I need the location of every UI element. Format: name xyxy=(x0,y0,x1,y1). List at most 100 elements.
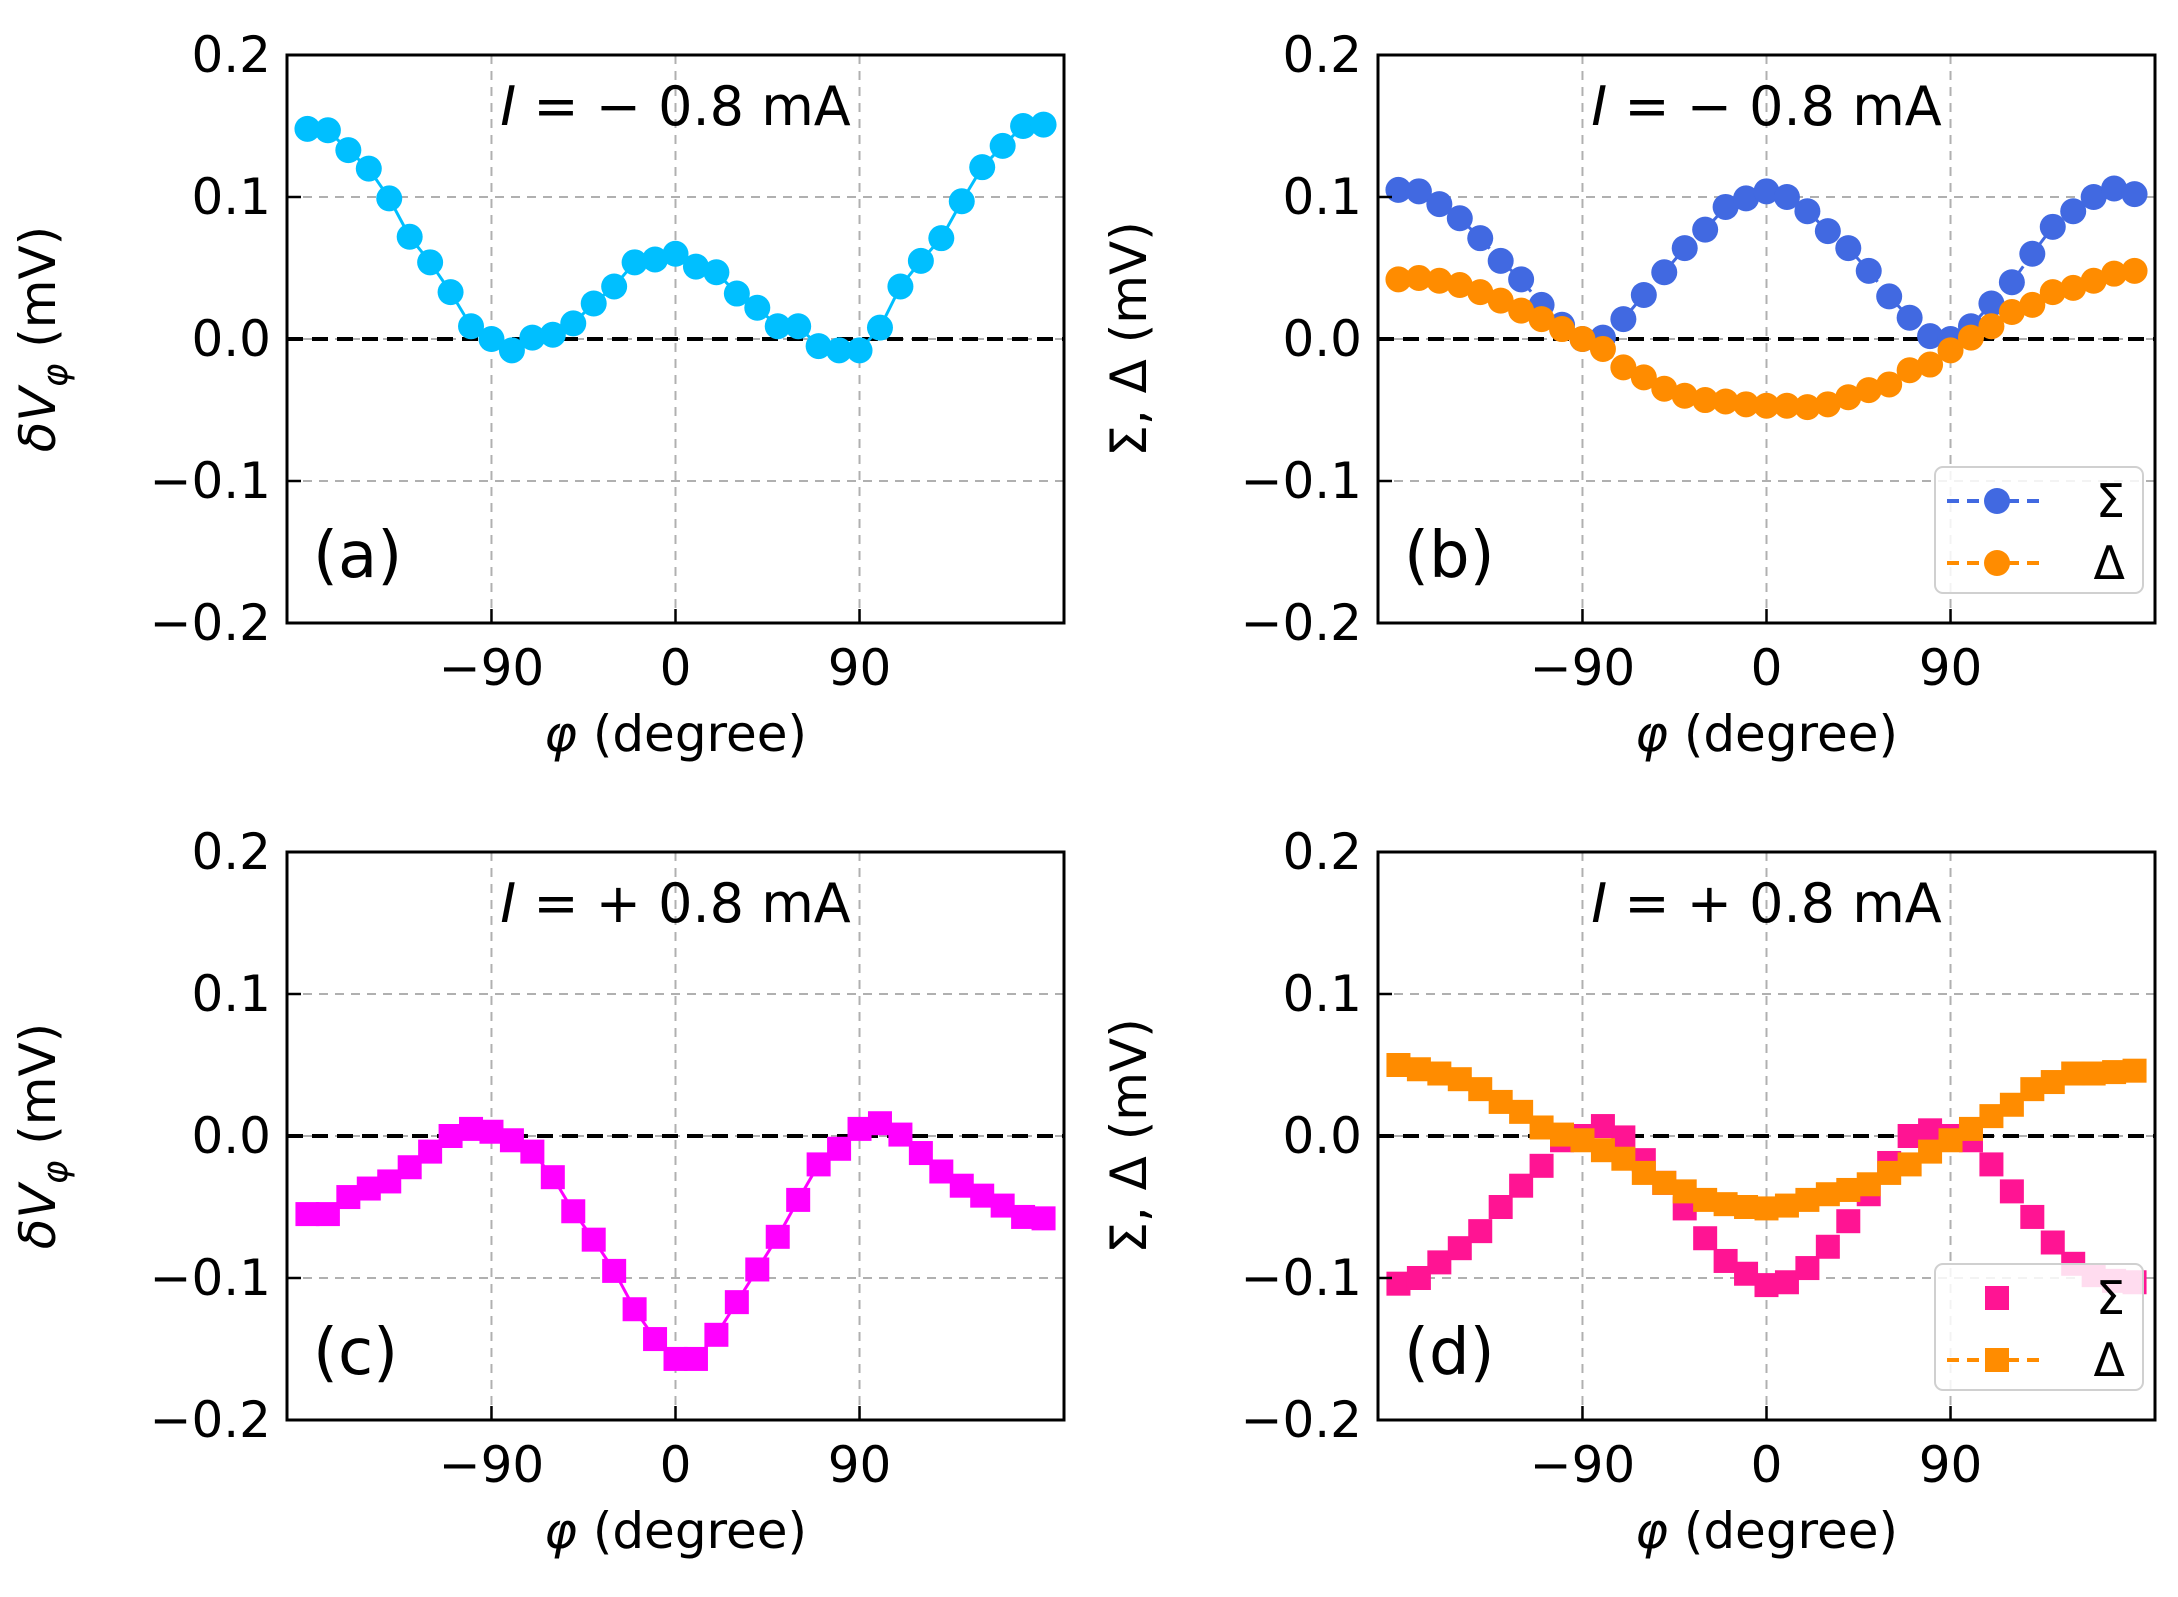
data-point xyxy=(1753,178,1780,205)
data-point xyxy=(1713,1248,1738,1273)
data-point xyxy=(1385,266,1412,293)
data-point xyxy=(1877,1160,1902,1185)
data-point xyxy=(1529,1115,1554,1140)
data-point xyxy=(1611,1125,1636,1150)
data-point xyxy=(1529,1153,1554,1178)
data-point xyxy=(540,1165,565,1190)
data-point xyxy=(1406,1057,1431,1082)
data-point xyxy=(970,1183,995,1208)
x-tick-label: 90 xyxy=(828,639,892,697)
data-point xyxy=(867,1111,892,1136)
panel-b: −90 0 90 −0.2 −0.1 0.0 0.1 0.2 φ (degree) Σ, Δ (m… xyxy=(1100,26,2157,763)
data-point xyxy=(622,1297,647,1322)
data-point xyxy=(1815,1182,1840,1207)
data-point xyxy=(1589,335,1616,362)
data-point xyxy=(2102,1060,2127,1085)
data-point xyxy=(2080,184,2107,210)
data-point xyxy=(1734,1195,1759,1219)
data-point xyxy=(2122,1058,2147,1083)
data-point xyxy=(621,249,648,276)
data-point xyxy=(601,273,628,300)
x-axis-label: φ (degree) xyxy=(544,1502,807,1560)
data-point xyxy=(1896,304,1923,331)
data-point xyxy=(1386,1271,1411,1296)
data-point xyxy=(1979,1152,2004,1177)
data-point xyxy=(1508,297,1535,324)
data-point xyxy=(2020,1204,2045,1229)
data-point xyxy=(580,290,607,317)
data-point xyxy=(949,1173,974,1198)
x-tick-label: 90 xyxy=(1919,639,1983,697)
y-tick-label: −0.2 xyxy=(1241,1391,1362,1449)
y-tick-label: 0.0 xyxy=(1282,1107,1362,1165)
data-point xyxy=(1835,384,1862,411)
y-tick-label: 0.0 xyxy=(1282,310,1362,368)
data-point xyxy=(1754,1196,1779,1221)
x-axis-label: φ (degree) xyxy=(1635,1502,1898,1560)
data-point xyxy=(437,279,464,306)
data-point xyxy=(805,333,832,360)
data-point xyxy=(1917,323,1944,350)
data-point xyxy=(1426,267,1453,294)
data-point xyxy=(806,1152,831,1177)
axes-frame xyxy=(285,53,1066,625)
data-point xyxy=(478,326,505,352)
data-point xyxy=(764,313,791,340)
data-point xyxy=(1978,290,2005,317)
data-point xyxy=(1427,1250,1452,1275)
data-point xyxy=(1652,1170,1677,1195)
data-point xyxy=(1549,316,1576,343)
y-axis-label: Σ, Δ (mV) xyxy=(1100,1018,1158,1253)
x-tick-label: −90 xyxy=(439,1436,545,1494)
data-point xyxy=(1487,247,1514,274)
data-point xyxy=(376,185,403,212)
data-point xyxy=(765,1224,790,1249)
data-point xyxy=(295,1202,320,1227)
y-axis-label: δVφ (mV) xyxy=(9,226,76,452)
x-axis-label: φ (degree) xyxy=(544,705,807,763)
data-point xyxy=(643,1327,668,1352)
data-point xyxy=(2060,198,2087,225)
data-point xyxy=(1795,1256,1820,1281)
data-point xyxy=(1509,1099,1534,1124)
data-point xyxy=(2101,260,2128,287)
x-tick-label: −90 xyxy=(1530,1436,1636,1494)
data-point xyxy=(1712,193,1739,220)
data-point xyxy=(1031,1206,1056,1231)
data-point xyxy=(1570,1128,1595,1153)
data-point xyxy=(1712,388,1739,415)
data-point xyxy=(1468,1219,1493,1244)
data-point xyxy=(1733,391,1760,418)
panel-d: −90 0 90 −0.2 −0.1 0.0 0.1 0.2 φ (degree) Σ, Δ (m… xyxy=(1100,823,2157,1560)
data-point xyxy=(356,1176,381,1201)
data-point xyxy=(1774,1193,1799,1218)
data-point xyxy=(2121,257,2148,284)
data-point xyxy=(459,1116,484,1141)
data-point xyxy=(2040,1070,2065,1095)
data-point xyxy=(1467,279,1494,306)
data-point xyxy=(1630,364,1657,391)
data-point xyxy=(1713,1192,1738,1217)
data-point xyxy=(1998,299,2025,326)
data-point xyxy=(1957,324,1984,351)
data-point xyxy=(1426,191,1453,218)
data-point xyxy=(642,246,669,273)
data-point xyxy=(1010,113,1037,139)
data-point xyxy=(948,188,975,215)
data-point xyxy=(1999,1179,2024,1204)
data-point xyxy=(1467,225,1494,252)
data-point xyxy=(397,1155,422,1180)
legend-label: Δ xyxy=(2094,536,2126,590)
data-point xyxy=(418,1139,443,1164)
data-point xyxy=(908,1141,933,1166)
data-point xyxy=(355,155,382,182)
data-point xyxy=(1488,1195,1513,1219)
current-annotation: I = + 0.8 mA xyxy=(500,872,851,935)
data-point xyxy=(1999,1092,2024,1117)
legend: ΣΔ xyxy=(1934,466,2144,594)
data-point xyxy=(1693,1226,1718,1251)
y-tick-label: 0.2 xyxy=(1282,26,1362,84)
plot-area xyxy=(294,111,1057,364)
x-tick-label: 0 xyxy=(1751,639,1783,697)
data-point xyxy=(1405,264,1432,291)
